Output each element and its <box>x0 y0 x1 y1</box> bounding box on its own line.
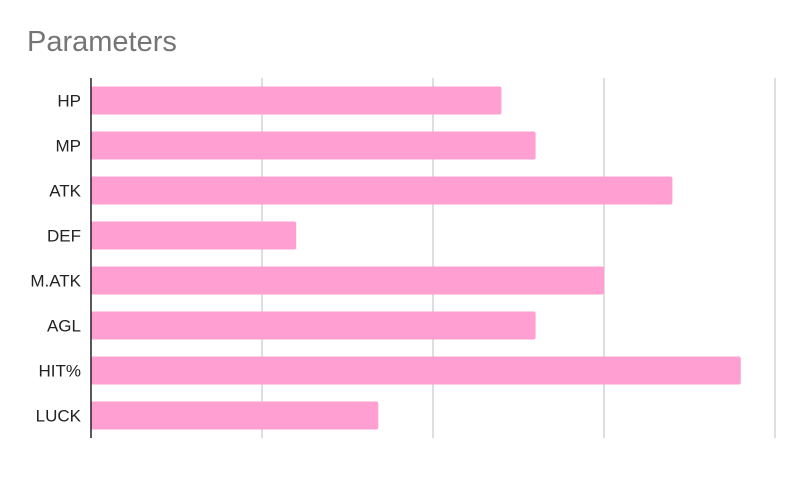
bar-mp <box>91 131 536 160</box>
bar-def <box>91 221 297 250</box>
category-label: AGL <box>47 317 81 336</box>
bar-hit <box>91 356 741 385</box>
chart-title: Parameters <box>27 26 177 58</box>
bar-luck <box>91 401 379 430</box>
category-label: MP <box>56 137 82 156</box>
category-label: M.ATK <box>30 272 81 291</box>
category-label: ATK <box>49 182 81 201</box>
bar-matk <box>91 266 604 295</box>
category-label: DEF <box>47 227 81 246</box>
bar-atk <box>91 176 673 205</box>
bar-hp <box>91 86 502 115</box>
category-label: HIT% <box>39 362 82 381</box>
bar-agl <box>91 311 536 340</box>
category-label: HP <box>57 92 81 111</box>
category-label: LUCK <box>36 407 82 426</box>
